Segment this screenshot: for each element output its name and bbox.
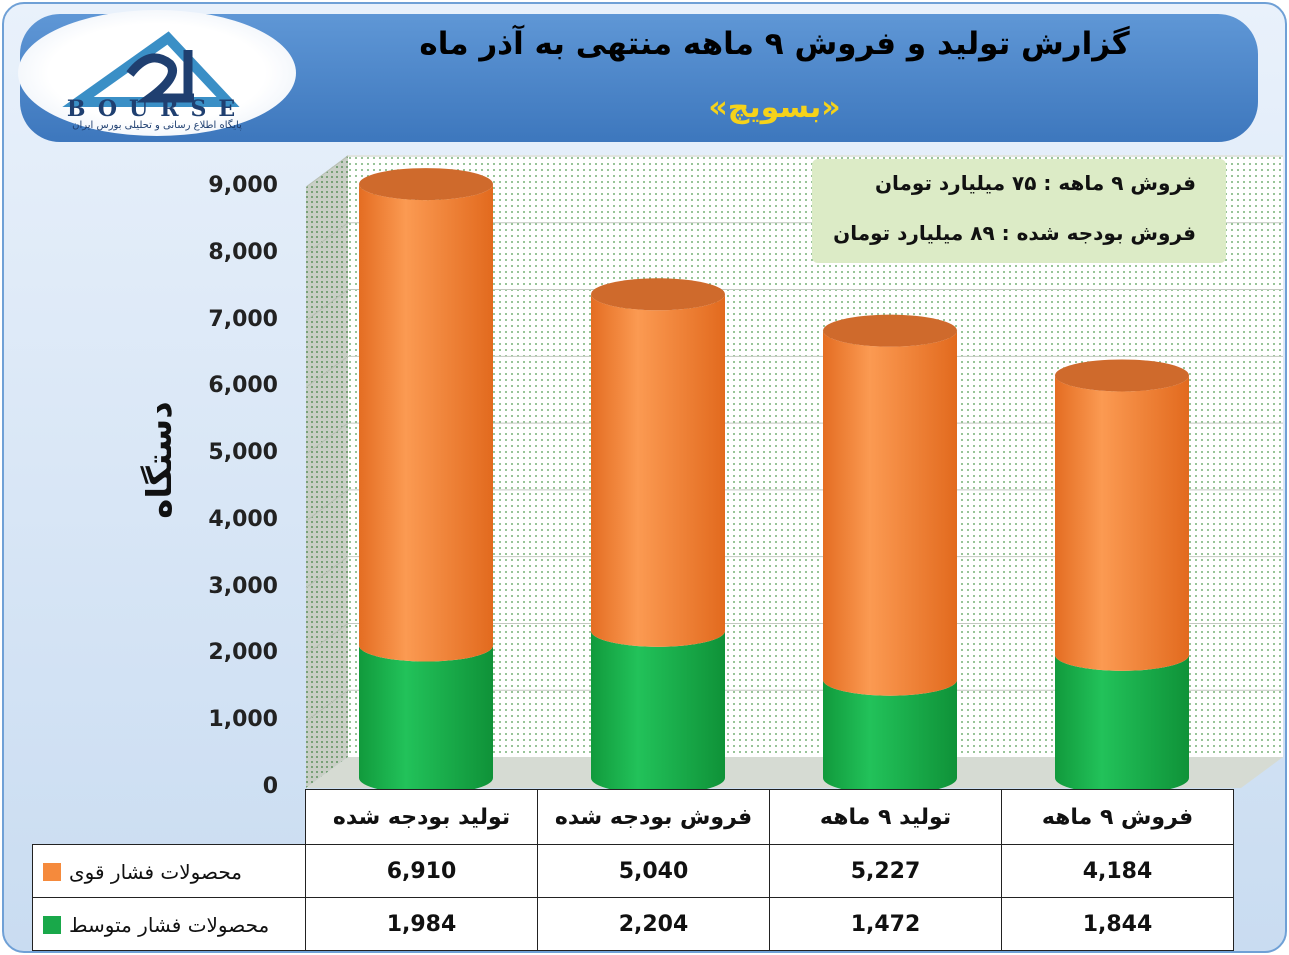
legend-swatch-orange (43, 862, 61, 881)
y-tick-label: 6,000 (208, 373, 278, 399)
y-tick-label: 9,000 (208, 173, 278, 198)
info-budgeted-sales: فروش بودجه شده : ۸۹ میلیارد تومان (833, 221, 1196, 245)
category-label: فروش بودجه شده (537, 789, 770, 845)
gridline-side (305, 689, 349, 722)
data-label: 5,227 (769, 844, 1002, 898)
data-label: 1,984 (305, 897, 538, 951)
data-table: تولید بودجه شده فروش بودجه شده تولید ۹ م… (32, 789, 1234, 951)
logo (18, 10, 296, 136)
data-label: 5,040 (537, 844, 770, 898)
y-tick-label: 4,000 (208, 506, 278, 532)
gridline-side (305, 422, 349, 455)
gridline-side (305, 222, 349, 255)
table-row: محصولات فشار متوسط 1,984 2,204 1,472 1,8… (32, 897, 1234, 951)
chart-title: گزارش تولید و فروش ۹ ماهه منتهی به آذر م… (419, 26, 1130, 62)
gridline-side (305, 355, 349, 388)
info-nine-month-sales: فروش ۹ ماهه : ۷۵ میلیارد تومان (874, 171, 1196, 195)
y-tick-label: 3,000 (208, 573, 278, 599)
gridline-side (305, 489, 349, 522)
data-label: 6,910 (305, 844, 538, 898)
gridline-side (305, 623, 349, 655)
legend-entry-medium: محصولات فشار متوسط (32, 897, 306, 951)
y-tick-label: 0 (262, 774, 278, 799)
bar-segment-strong (591, 294, 725, 647)
plot-side-wall (306, 155, 348, 788)
bar-segment-strong (823, 330, 957, 696)
y-tick-label: 2,000 (208, 640, 278, 666)
y-tick-label: 5,000 (208, 440, 278, 466)
chart-subtitle: «بسویچ» (708, 90, 841, 125)
bar-segment-strong (1055, 375, 1189, 671)
logo-word: BOURSE (66, 96, 248, 122)
bar-segment-medium (359, 645, 493, 794)
sales-info-box: فروش ۹ ماهه : ۷۵ میلیارد تومان فروش بودج… (812, 159, 1226, 263)
data-label: 1,844 (1001, 897, 1234, 951)
bar-segment-strong (359, 184, 493, 662)
plot-floor (306, 757, 1283, 788)
gridline-side (305, 289, 349, 321)
category-label: تولید بودجه شده (305, 789, 538, 845)
bar-top-cap (591, 278, 725, 311)
logo-tagline: پایگاه اطلاع رسانی و تحلیلی بورس ایران (72, 120, 242, 131)
data-label: 2,204 (537, 897, 770, 951)
bar-top-cap (1055, 359, 1189, 392)
y-tick-label: 8,000 (208, 239, 278, 265)
bar-top-cap (359, 168, 493, 201)
data-label: 1,472 (769, 897, 1002, 951)
category-label: فروش ۹ ماهه (1001, 789, 1234, 845)
bar-segment-medium (823, 679, 957, 794)
legend-swatch-green (43, 915, 61, 934)
legend-entry-strong: محصولات فشار قوی (32, 844, 306, 898)
legend-label: محصولات فشار متوسط (69, 912, 270, 937)
gridline-side (305, 155, 349, 188)
logo-mark-icon (62, 31, 240, 107)
bar-segment-medium (1055, 654, 1189, 794)
gridline-side (305, 556, 349, 589)
data-label: 4,184 (1001, 844, 1234, 898)
table-row: محصولات فشار قوی 6,910 5,040 5,227 4,184 (32, 844, 1234, 898)
legend-label: محصولات فشار قوی (69, 859, 242, 884)
category-label: تولید ۹ ماهه (769, 789, 1002, 845)
table-corner (33, 790, 306, 845)
y-tick-label: 1,000 (208, 707, 278, 733)
y-tick-label: 7,000 (208, 306, 278, 332)
bar-top-cap (823, 314, 957, 347)
bar-segment-medium (591, 630, 725, 794)
